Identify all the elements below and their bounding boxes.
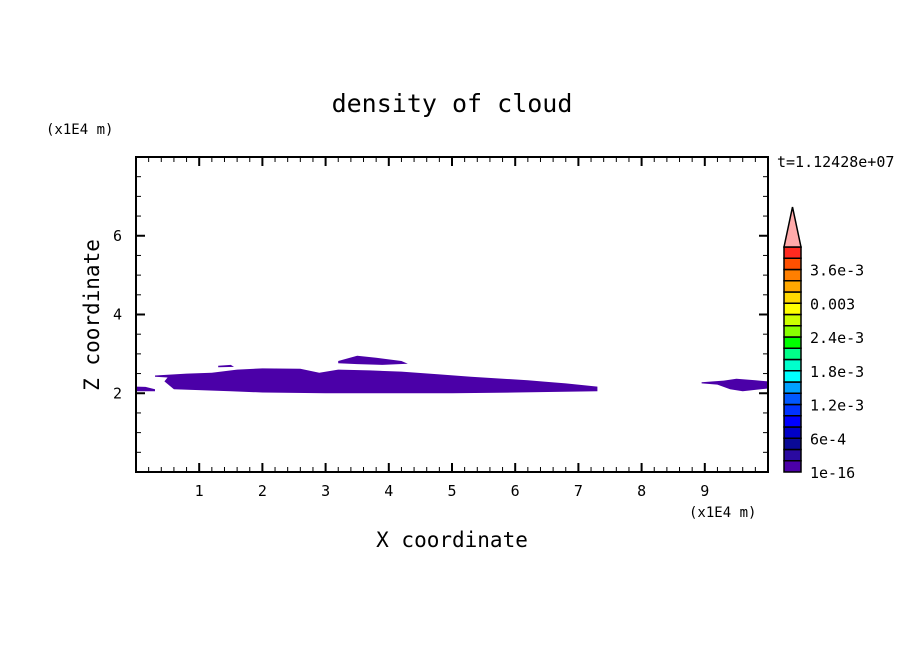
- x-tick-label: 8: [637, 482, 646, 500]
- contour-region-4: [701, 378, 768, 392]
- colorbar-box: [783, 437, 802, 451]
- colorbar-box: [783, 381, 802, 394]
- colorbar-box: [783, 370, 802, 383]
- y-unit-label: (x1E4 m): [46, 122, 113, 138]
- colorbar-box: [783, 426, 802, 439]
- colorbar-box: [783, 268, 802, 282]
- colorbar-box: [783, 415, 802, 428]
- x-tick-label: 2: [258, 482, 267, 500]
- colorbar-label: 2.4e-3: [810, 329, 864, 347]
- chart-title: density of cloud: [332, 89, 573, 118]
- colorbar-box: [783, 403, 802, 417]
- x-tick-label: 1: [195, 482, 204, 500]
- colorbar-label: 3.6e-3: [810, 262, 864, 280]
- colorbar-label: 0.003: [810, 295, 855, 313]
- colorbar-box: [783, 347, 802, 361]
- colorbar-box: [783, 392, 802, 406]
- y-axis-label: Z coordinate: [80, 239, 104, 391]
- plot-frame: [135, 156, 769, 473]
- colorbar-box: [783, 313, 802, 327]
- colorbar-box: [783, 302, 802, 316]
- colorbar-label: 6e-4: [810, 430, 846, 448]
- colorbar-label: 1e-16: [810, 464, 855, 482]
- x-tick-label: 5: [447, 482, 456, 500]
- y-tick-label: 4: [113, 306, 122, 324]
- x-tick-label: 9: [700, 482, 709, 500]
- colorbar-box: [783, 448, 802, 462]
- contour-regions: [136, 355, 768, 394]
- colorbar-box: [783, 257, 802, 271]
- colorbar-box: [783, 291, 802, 304]
- time-label: t=1.12428e+07: [777, 153, 894, 171]
- colorbar-label: 1.2e-3: [810, 397, 864, 415]
- axes: 1 2 3 4 5 6 7 8 9 2 4 6: [113, 156, 769, 500]
- x-tick-label: 3: [321, 482, 330, 500]
- x-tick-label: 6: [511, 482, 520, 500]
- colorbar: 1e-16 6e-4 1.2e-3 1.8e-3 2.4e-3 0.003 3.6e-3: [783, 206, 864, 482]
- colorbar-box: [783, 460, 802, 473]
- colorbar-box: [783, 336, 802, 349]
- y-tick-label: 2: [113, 384, 122, 402]
- colorbar-box: [783, 358, 802, 372]
- colorbar-box: [783, 246, 802, 259]
- y-tick-label: 6: [113, 227, 122, 245]
- x-tick-label: 7: [574, 482, 583, 500]
- contour-region-2: [218, 364, 234, 368]
- colorbar-label: 1.8e-3: [810, 363, 864, 381]
- contour-region-3: [136, 386, 155, 392]
- contour-region-1: [338, 355, 408, 365]
- x-axis-label: X coordinate: [376, 528, 528, 552]
- colorbar-box: [783, 280, 802, 293]
- colorbar-box: [783, 325, 802, 338]
- contour-region-0: [155, 368, 598, 394]
- x-unit-label: (x1E4 m): [689, 505, 756, 521]
- colorbar-overflow-triangle: [783, 206, 802, 248]
- x-tick-label: 4: [384, 482, 393, 500]
